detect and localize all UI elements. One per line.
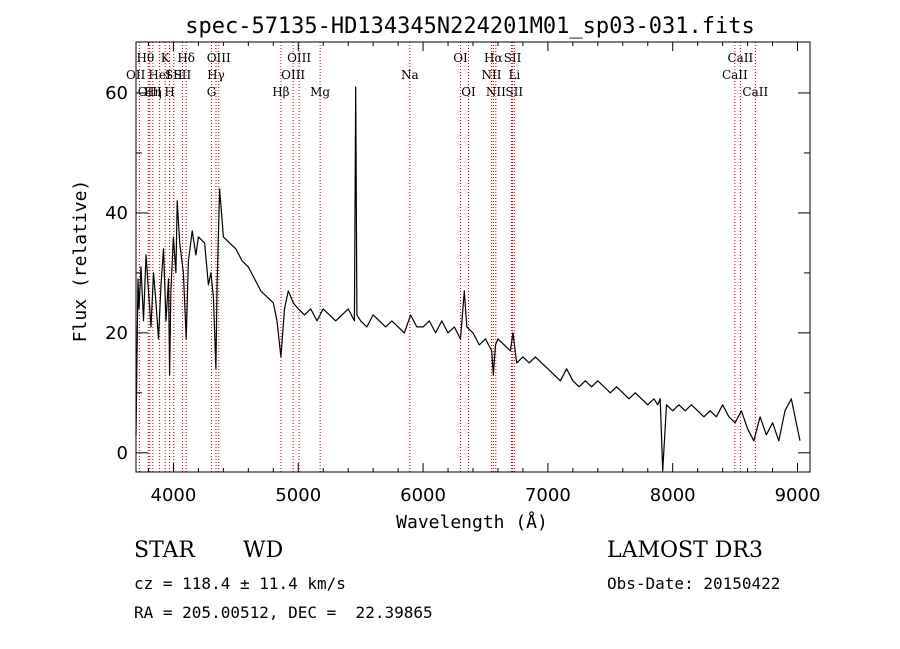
- survey-name: LAMOST DR3: [607, 538, 763, 563]
- emission-line-label: G: [207, 85, 217, 99]
- emission-line-label: Hα: [484, 51, 503, 65]
- x-tick-label: 8000: [650, 485, 696, 506]
- emission-line-label: OI: [461, 85, 476, 99]
- emission-line-label: Hη: [144, 85, 162, 99]
- coordinates: RA = 205.00512, DEC = 22.39865: [134, 603, 433, 622]
- emission-line-label: Hγ: [207, 68, 225, 82]
- emission-line-label: NII: [481, 68, 501, 82]
- emission-line-label: SII: [165, 68, 183, 82]
- emission-line-label: Li: [508, 68, 520, 82]
- emission-lines: [138, 42, 756, 472]
- emission-line-label: K: [161, 51, 171, 65]
- emission-line-label: CaII: [722, 68, 748, 82]
- emission-line-label: H: [164, 85, 174, 99]
- x-tick-label: 5000: [275, 485, 321, 506]
- emission-line-label: Na: [401, 68, 419, 82]
- y-tick-label: 20: [105, 323, 128, 344]
- emission-line-label: OIII: [281, 68, 305, 82]
- x-tick-label: 7000: [525, 485, 571, 506]
- y-axis-label: Flux (relative): [70, 180, 91, 343]
- emission-line-label: Hβ: [272, 85, 289, 99]
- emission-line-label: OI: [453, 51, 468, 65]
- plot-frame: [135, 41, 811, 473]
- emission-line-label: CaII: [742, 85, 768, 99]
- x-tick-label: 9000: [775, 485, 821, 506]
- emission-line-label: HeI: [148, 68, 171, 82]
- emission-line-label: OIII: [138, 85, 162, 99]
- emission-line-label: NII: [486, 85, 506, 99]
- spectrum-line: [135, 86, 801, 472]
- object-subclass: WD: [243, 538, 284, 563]
- emission-line-label: OIII: [207, 51, 231, 65]
- x-tick-label: 6000: [400, 485, 446, 506]
- object-class: STAR: [134, 538, 195, 563]
- y-axis-ticks: 0 20 40 60: [105, 83, 810, 464]
- observation-date: Obs-Date: 20150422: [607, 574, 781, 593]
- emission-line-label: Mg: [310, 85, 330, 99]
- emission-line-label: Hθ: [137, 51, 155, 65]
- y-tick-label: 0: [117, 443, 128, 464]
- y-tick-label: 40: [105, 203, 128, 224]
- emission-line-label: OIII: [287, 51, 311, 65]
- emission-line-label: CaII: [727, 51, 753, 65]
- emission-line-label: SII: [505, 85, 523, 99]
- emission-line-label: SII: [504, 51, 522, 65]
- emission-line-label: Hδ: [177, 51, 195, 65]
- chart-title: spec-57135-HD134345N224201M01_sp03-031.f…: [185, 14, 755, 39]
- y-tick-label: 60: [105, 83, 128, 104]
- x-axis-ticks: 4000 5000 6000 7000 8000 9000: [147, 42, 821, 506]
- x-axis-label: Wavelength (Å): [396, 511, 548, 533]
- emission-line-label: SII: [174, 68, 192, 82]
- x-tick-label: 4000: [151, 485, 197, 506]
- redshift-cz: cz = 118.4 ± 11.4 km/s: [134, 574, 346, 593]
